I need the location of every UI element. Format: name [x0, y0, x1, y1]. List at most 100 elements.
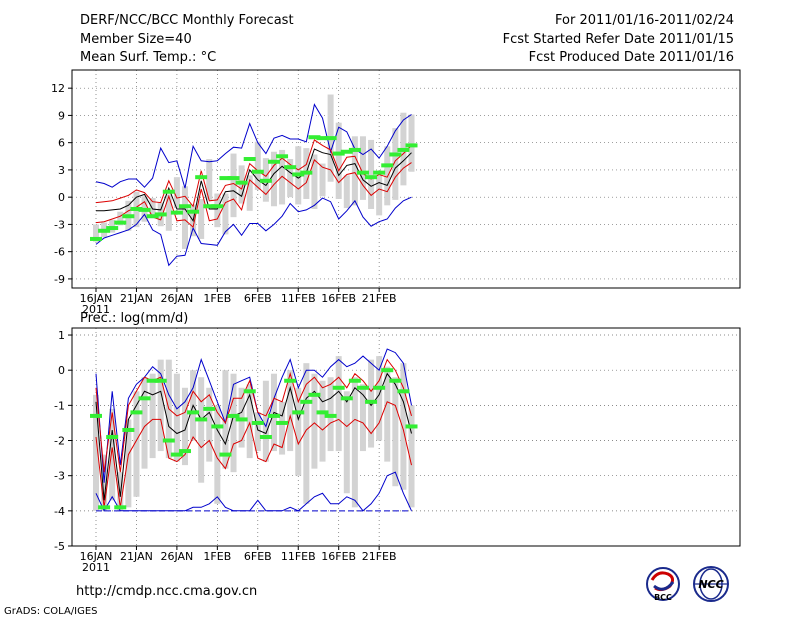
median-marker: [373, 170, 386, 175]
precipitation-panel: -5 -4 -3 -2 -1 0 1 16JAN 21JAN 26JAN 1FEB 6FEB 11FEB…: [54, 327, 741, 574]
bcc-logo: BCC: [646, 567, 680, 602]
x-tick-label: 11FEB: [281, 550, 316, 563]
bcc-logo-text: BCC: [654, 593, 672, 602]
median-marker: [178, 204, 191, 209]
median-marker: [308, 392, 321, 397]
median-marker: [397, 389, 410, 394]
median-marker: [227, 176, 240, 181]
lower-quartile-line: [95, 401, 412, 508]
median-marker: [365, 175, 378, 180]
median-marker: [397, 147, 410, 152]
forecast-box: [311, 373, 318, 469]
median-marker: [114, 505, 127, 510]
x-tick-label: 21FEB: [362, 550, 397, 563]
median-marker: [90, 413, 102, 418]
x-tick-label: 6FEB: [244, 292, 272, 305]
median-marker: [316, 136, 329, 141]
median-marker: [203, 406, 216, 411]
forecast-box: [214, 405, 221, 504]
forecast-box: [198, 198, 205, 239]
forecast-box: [287, 159, 294, 198]
y-tick-label: -4: [54, 505, 65, 518]
forecast-box: [319, 380, 326, 462]
median-marker: [138, 396, 151, 401]
x-tick-label: 6FEB: [244, 550, 272, 563]
forecast-box: [408, 114, 415, 172]
forecast-box: [254, 141, 261, 190]
median-marker: [195, 175, 208, 180]
forecast-box: [222, 193, 229, 235]
median-marker: [170, 452, 183, 457]
x-tick-label: 1FEB: [203, 292, 231, 305]
ncc-logo: NCC: [693, 566, 729, 602]
x-tick-label: 26JAN: [160, 292, 193, 305]
x-tick-label: 16JAN: [80, 292, 113, 305]
median-marker: [332, 151, 345, 156]
median-marker: [276, 154, 289, 159]
forecast-box: [198, 377, 205, 483]
median-marker: [122, 214, 135, 219]
header-right-3: Fcst Produced Date 2011/01/16: [529, 50, 734, 65]
y-tick-label: -3: [54, 470, 65, 483]
forecast-box: [279, 401, 286, 455]
forecast-box: [351, 136, 358, 206]
precip-panel-title: Prec.: log(mm/d): [80, 311, 188, 326]
median-marker: [324, 136, 337, 141]
x-tick-label: 16FEB: [321, 550, 356, 563]
median-marker: [195, 417, 208, 422]
median-marker: [324, 413, 337, 418]
median-marker: [405, 143, 418, 148]
median-marker: [316, 410, 329, 415]
median-marker: [187, 410, 200, 415]
median-marker: [154, 212, 167, 217]
forecast-box: [230, 153, 237, 218]
forecast-box: [93, 394, 99, 511]
median-marker: [138, 207, 151, 212]
forecast-box: [246, 175, 253, 211]
forecast-box: [376, 175, 383, 216]
median-marker: [162, 438, 175, 443]
median-marker: [211, 204, 224, 209]
y-tick-label: -5: [54, 540, 65, 553]
forecast-box: [141, 377, 148, 469]
temperature-panel: -9 -6 -3 0 3 6 9 12 16JAN 21JAN 26JAN 1FEB 6FEB 11FEB…: [51, 69, 741, 316]
footer-url[interactable]: http://cmdp.ncc.cma.gov.cn: [76, 584, 257, 599]
x-tick-label: 21JAN: [120, 292, 153, 305]
forecast-box: [384, 366, 391, 462]
forecast-box: [287, 370, 294, 452]
ncc-logo-text: NCC: [698, 578, 723, 591]
forecast-box: [222, 370, 229, 469]
median-marker: [276, 420, 289, 425]
forecast-box: [93, 224, 99, 242]
median-marker: [162, 189, 175, 194]
forecast-box: [173, 177, 180, 209]
median-marker: [219, 176, 232, 181]
forecast-box: [400, 363, 407, 490]
median-marker: [348, 378, 361, 383]
y-tick-label: -6: [54, 246, 65, 259]
forecast-box: [149, 373, 156, 459]
x-tick-label: 21JAN: [120, 550, 153, 563]
median-marker: [381, 368, 394, 373]
median-marker: [235, 417, 248, 422]
y-tick-label: 0: [58, 364, 65, 377]
plot-frame: [71, 69, 741, 289]
y-tick-label: 0: [58, 191, 65, 204]
forecast-box: [270, 151, 277, 207]
x-tick-label: 16JAN: [80, 550, 113, 563]
x-tick-label: 16FEB: [321, 292, 356, 305]
forecast-box: [117, 472, 124, 511]
median-marker: [154, 378, 167, 383]
median-marker: [292, 172, 305, 177]
median-marker: [300, 170, 313, 175]
forecast-box: [133, 391, 140, 497]
median-marker: [106, 435, 119, 439]
median-marker: [243, 157, 256, 162]
median-marker: [146, 378, 159, 383]
median-marker: [98, 505, 111, 510]
header-left-2: Member Size=40: [80, 32, 192, 47]
forecast-box: [125, 419, 132, 508]
forecast-box: [303, 363, 310, 504]
forecast-box: [181, 186, 188, 249]
forecast-box: [343, 391, 350, 494]
